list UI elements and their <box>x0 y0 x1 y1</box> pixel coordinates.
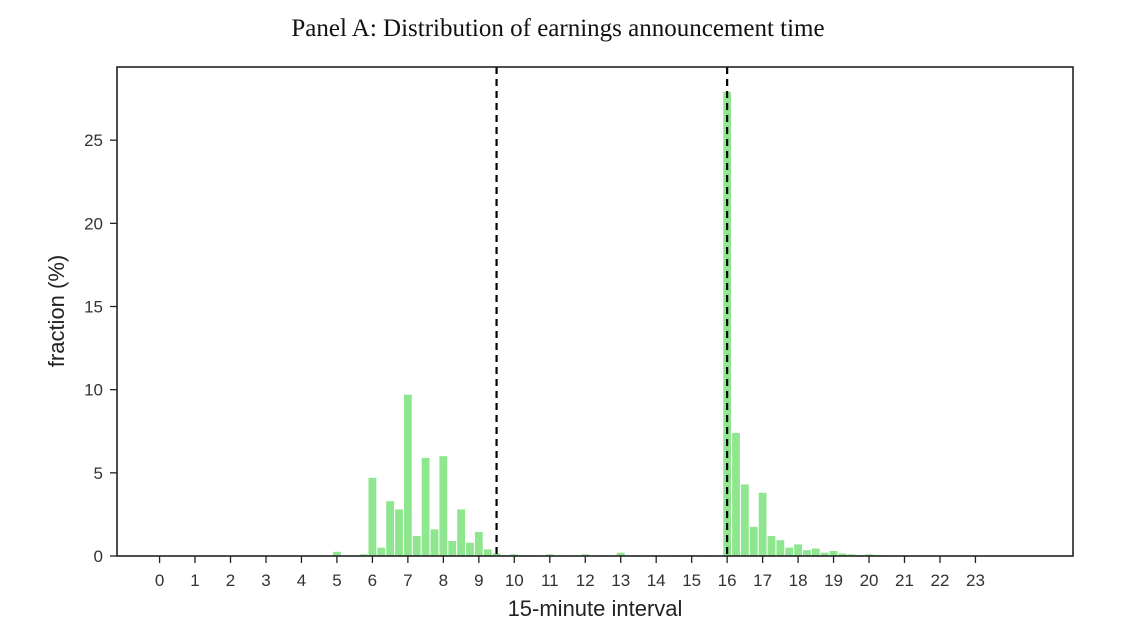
bar <box>510 554 519 556</box>
plot-area <box>116 66 1074 557</box>
x-tick-label: 1 <box>190 571 199 590</box>
reference-lines <box>495 67 729 556</box>
x-tick-label: 9 <box>474 571 483 590</box>
x-tick-label: 13 <box>611 571 630 590</box>
bar <box>581 554 590 556</box>
bar <box>395 509 403 556</box>
bar <box>865 554 873 556</box>
bar <box>794 544 802 556</box>
bar <box>847 554 856 556</box>
x-tick-label: 3 <box>261 571 270 590</box>
x-tick-label: 11 <box>541 571 559 590</box>
bar <box>368 477 377 556</box>
bar <box>439 456 448 556</box>
bar <box>829 551 838 556</box>
x-tick-label: 23 <box>966 571 985 590</box>
bar <box>457 509 465 556</box>
bar <box>803 550 811 556</box>
x-tick-label: 18 <box>789 571 808 590</box>
bar <box>811 548 820 556</box>
x-tick-label: 6 <box>368 571 377 590</box>
bar <box>377 547 386 556</box>
bar <box>403 394 412 556</box>
bar <box>758 492 767 556</box>
x-tick-label: 15 <box>682 571 701 590</box>
x-axis: 0 1 2 3 4 5 6 7 8 9 10 11 12 13 14 15 16 17 18 19 20 21 22 23 <box>155 556 985 590</box>
x-tick-label: 17 <box>753 571 772 590</box>
y-axis-label: fraction (%) <box>44 255 69 367</box>
bar <box>749 526 758 556</box>
x-tick-label: 7 <box>403 571 412 590</box>
bar <box>412 536 421 556</box>
x-axis-label: 15-minute interval <box>508 596 683 621</box>
x-tick-label: 20 <box>860 571 879 590</box>
bar <box>545 554 554 556</box>
bar <box>333 551 341 556</box>
plot-frame <box>116 66 1074 557</box>
bar <box>820 552 829 556</box>
x-tick-label: 12 <box>576 571 595 590</box>
bar <box>430 529 439 556</box>
chart-title: Panel A: Distribution of earnings announ… <box>291 15 824 42</box>
x-tick-label: 8 <box>439 571 448 590</box>
bar <box>474 531 483 556</box>
y-tick-label: 5 <box>94 464 103 483</box>
bar <box>492 553 501 556</box>
x-tick-label: 19 <box>824 571 843 590</box>
bar <box>732 432 740 556</box>
bar <box>740 484 749 556</box>
bar <box>767 536 776 556</box>
bar <box>448 541 457 556</box>
x-tick-label: 21 <box>895 571 914 590</box>
x-tick-label: 4 <box>297 571 306 590</box>
x-tick-label: 5 <box>332 571 341 590</box>
x-tick-label: 16 <box>718 571 737 590</box>
bars-group <box>333 91 909 557</box>
bar <box>776 540 785 556</box>
bar <box>386 501 395 556</box>
bar <box>483 549 492 556</box>
bar <box>785 547 794 556</box>
y-tick-label: 10 <box>84 381 103 400</box>
x-tick-label: 22 <box>931 571 950 590</box>
y-tick-label: 25 <box>84 131 103 150</box>
y-tick-label: 15 <box>84 298 103 317</box>
y-axis: 0 5 10 15 20 25 <box>84 131 117 566</box>
bar <box>838 553 847 556</box>
x-tick-label: 0 <box>155 571 164 590</box>
bar <box>466 542 474 556</box>
x-tick-label: 14 <box>647 571 666 590</box>
y-tick-label: 20 <box>84 214 103 233</box>
bar <box>616 552 625 556</box>
bar <box>359 554 368 556</box>
x-tick-label: 10 <box>505 571 524 590</box>
y-tick-label: 0 <box>94 547 103 566</box>
x-tick-label: 2 <box>226 571 235 590</box>
bar <box>421 457 430 556</box>
